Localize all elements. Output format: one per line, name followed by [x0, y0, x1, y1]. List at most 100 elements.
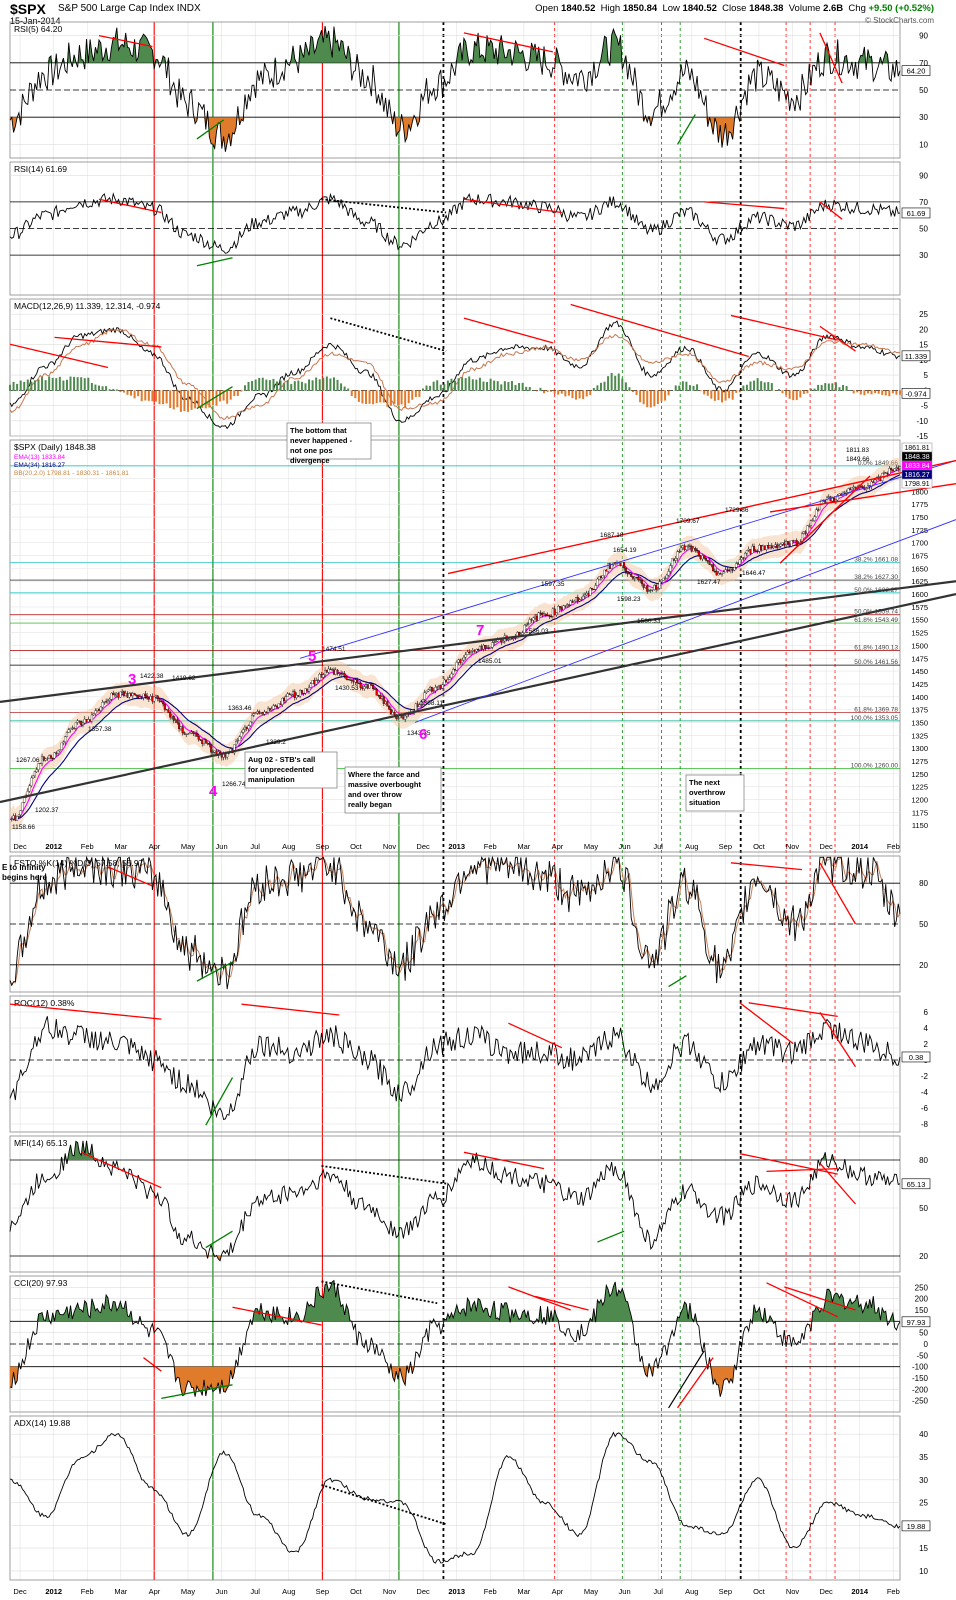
macd-histogram-bar: [389, 390, 392, 406]
price-candle-body: [259, 712, 263, 714]
macd-histogram-bar: [510, 381, 513, 391]
price-candle-body: [478, 646, 481, 651]
price-candle-body: [421, 699, 425, 703]
macd-histogram-bar: [667, 390, 670, 396]
y-tick-label: -2: [921, 1072, 929, 1081]
fib-label: 100.0% 1260.00: [851, 763, 899, 770]
macd-histogram-bar: [33, 380, 36, 391]
macd-histogram-bar: [69, 376, 72, 391]
price-candle-body: [596, 578, 599, 586]
macd-histogram-bar: [781, 390, 784, 394]
macd-histogram-bar: [503, 381, 506, 391]
price-candle-body: [284, 696, 287, 701]
trendline: [9, 1003, 162, 1020]
macd-histogram-bar: [215, 390, 218, 406]
price-candle-body: [699, 555, 702, 560]
price-candle-body: [386, 701, 389, 707]
price-candle-body: [537, 612, 540, 621]
macd-histogram-bar: [560, 390, 563, 394]
price-candle-body: [566, 604, 569, 607]
price-candle-body: [393, 712, 396, 715]
price-candle-body: [388, 706, 391, 710]
price-candle-body: [591, 588, 594, 590]
macd-histogram-bar: [866, 390, 869, 394]
price-candle-body: [690, 545, 693, 552]
macd-histogram-bar: [94, 384, 97, 391]
macd-histogram-bar: [795, 390, 798, 401]
panel-title: RSI(14) 61.69: [14, 164, 67, 174]
macd-histogram-bar: [656, 390, 659, 405]
stoch-note: E to infinity: [2, 863, 46, 872]
symbol: $SPX: [10, 1, 46, 17]
price-candle-body: [647, 590, 651, 592]
price-candle-body: [802, 531, 805, 534]
price-candle-body: [770, 545, 773, 549]
price-candle-body: [831, 498, 834, 502]
price-candle-body: [97, 708, 101, 711]
price-pivot-label: 1811.83: [846, 447, 869, 454]
macd-histogram-bar: [429, 385, 432, 391]
macd-histogram-bar: [432, 381, 435, 391]
price-tick-label: 1375: [911, 706, 928, 715]
panel-frame: [9, 995, 901, 1133]
macd-histogram-bar: [329, 378, 332, 391]
price-candle-body: [384, 701, 387, 704]
price-candle-body: [886, 473, 889, 475]
price-candle-body: [379, 695, 382, 699]
price-candle-body: [28, 785, 31, 792]
price-candle-body: [528, 619, 531, 624]
price-candle-body: [569, 600, 572, 605]
trendline: [80, 1151, 162, 1189]
price-candle-body: [628, 573, 631, 575]
price-candle-body: [236, 740, 239, 742]
price-candle-body: [534, 615, 537, 618]
y-tick-label: -100: [912, 1363, 929, 1372]
macd-histogram-bar: [98, 385, 100, 391]
macd-histogram-bar: [350, 390, 353, 397]
macd-histogram-bar: [304, 383, 307, 391]
y-tick-label: 50: [919, 920, 928, 929]
price-candle-body: [302, 692, 305, 694]
price-candle-body: [240, 732, 243, 737]
price-pivot-label: 1709.67: [676, 518, 700, 525]
bottom-x-tick: May: [584, 1587, 598, 1596]
price-candle-body: [313, 680, 316, 685]
price-candle-body: [594, 585, 597, 590]
price-candle-body: [530, 619, 533, 621]
macd-histogram-bar: [41, 376, 44, 391]
annotation-text: The bottom that: [290, 426, 347, 435]
macd-histogram-bar: [418, 390, 421, 397]
trendline: [819, 201, 843, 220]
price-candle-body: [300, 690, 303, 694]
indicator-line: [9, 192, 901, 254]
y-tick-label: 50: [919, 225, 928, 234]
macd-histogram-bar: [468, 376, 471, 391]
price-candle-body: [521, 632, 524, 635]
bottom-x-tick: Jul: [653, 1587, 663, 1596]
macd-histogram-bar: [859, 390, 862, 395]
price-candle-body: [190, 731, 193, 734]
macd-histogram-bar: [26, 379, 29, 391]
price-tick-label: 1750: [911, 513, 928, 522]
annotation-text: divergence: [290, 456, 330, 465]
price-candle-body: [185, 733, 188, 735]
macd-histogram-bar: [831, 383, 834, 391]
macd-histogram-bar: [721, 390, 723, 403]
macd-histogram-bar: [293, 381, 296, 391]
price-candle-body: [382, 696, 385, 704]
price-candle-body: [268, 708, 271, 711]
price-candle-body: [402, 716, 405, 720]
price-candle-body: [589, 588, 592, 596]
price-candle-body: [742, 557, 745, 559]
annotation-box: [286, 422, 372, 460]
price-last-label: 1798.91: [904, 481, 929, 488]
price-candle-body: [897, 467, 900, 469]
macd-histogram-bar: [471, 379, 474, 391]
price-candle-body: [163, 703, 166, 710]
price-candle-body: [772, 546, 775, 549]
trendline: [730, 862, 803, 871]
y-tick-label: -6: [921, 1104, 929, 1113]
price-candle-body: [776, 544, 779, 549]
price-pivot-label: 1202.37: [35, 807, 59, 814]
price-candle-body: [359, 682, 362, 688]
